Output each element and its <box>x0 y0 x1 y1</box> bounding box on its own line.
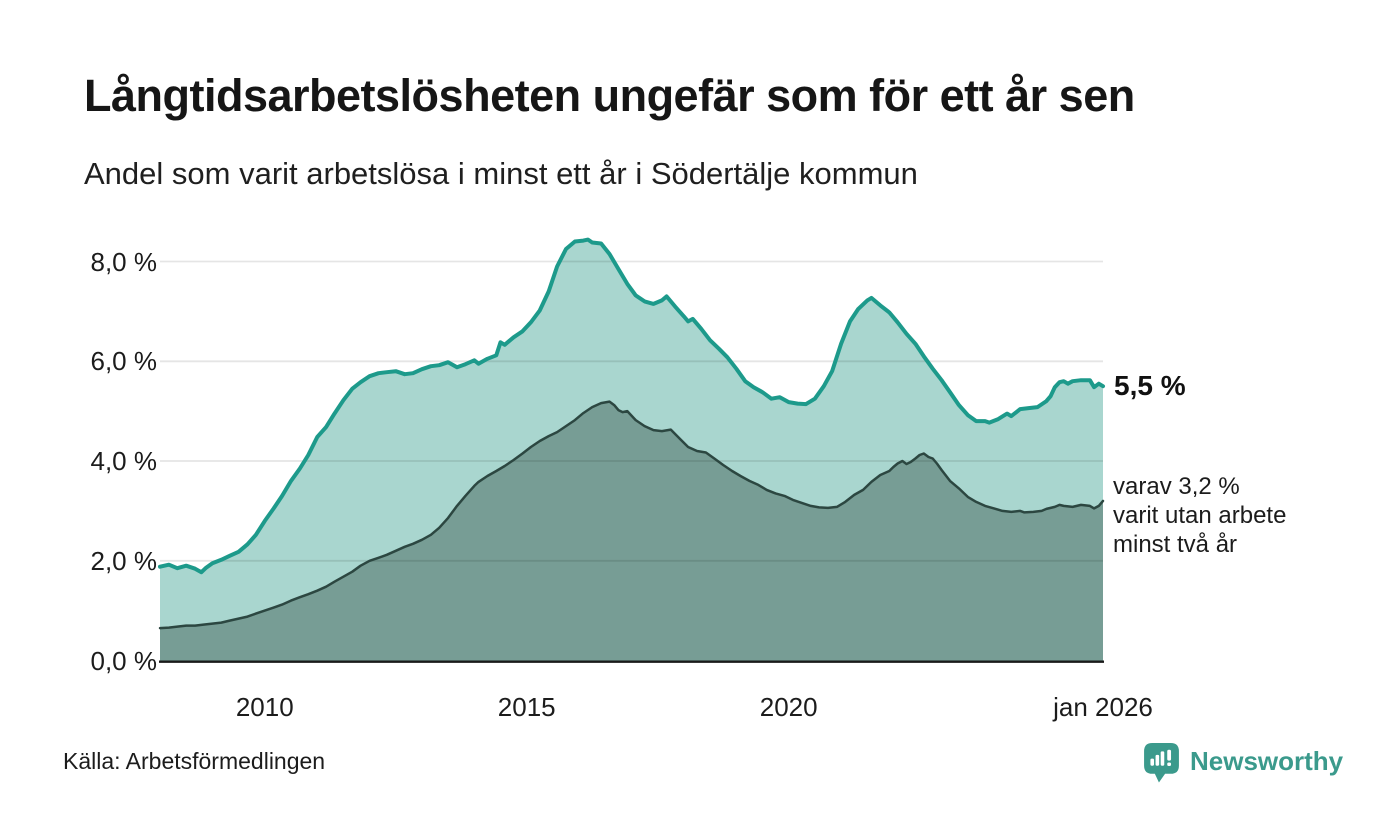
chart-title: Långtidsarbetslösheten ungefär som för e… <box>84 70 1135 121</box>
series-area-1 <box>160 401 1103 661</box>
secondary-value-line: minst två år <box>1113 530 1238 558</box>
secondary-value-line: varit utan arbete <box>1113 501 1287 529</box>
logo-bar-large <box>1160 751 1165 766</box>
logo-exclamation-dot <box>1167 762 1172 766</box>
y-axis-tick-label: 2,0 % <box>90 545 158 576</box>
logo-bar-medium <box>1155 754 1160 766</box>
x-axis-tick-label: 2015 <box>497 692 556 722</box>
y-axis-tick-label: 4,0 % <box>90 446 158 476</box>
secondary-value-label: varav 3,2 % varit utan arbete minst två … <box>1113 472 1286 559</box>
y-axis-tick-label: 0,0 % <box>90 645 158 676</box>
secondary-value-line: varav 3,2 % <box>1113 472 1240 500</box>
x-axis-tick-label: jan 2026 <box>1053 692 1153 722</box>
x-axis-tick-label: 2020 <box>759 692 818 722</box>
newsworthy-bubble-chart-icon <box>1144 743 1179 783</box>
series-line-1 <box>158 400 1105 630</box>
logo-exclamation-bar <box>1167 749 1172 761</box>
y-axis-tick-label: 8,0 % <box>90 246 158 277</box>
y-axis-tick-label: 6,0 % <box>90 346 158 377</box>
source-note: Källa: Arbetsförmedlingen <box>63 748 326 774</box>
x-axis-tick-label: 2010 <box>235 692 294 722</box>
series-line-0 <box>158 237 1105 575</box>
logo-bar-small <box>1150 758 1155 766</box>
brand-logo: Newsworthy <box>1143 742 1343 783</box>
chart-subtitle: Andel som varit arbetslösa i minst ett å… <box>84 156 918 191</box>
brand-wordmark: Newsworthy <box>1190 746 1344 776</box>
latest-value-label: 5,5 % <box>1114 370 1186 402</box>
